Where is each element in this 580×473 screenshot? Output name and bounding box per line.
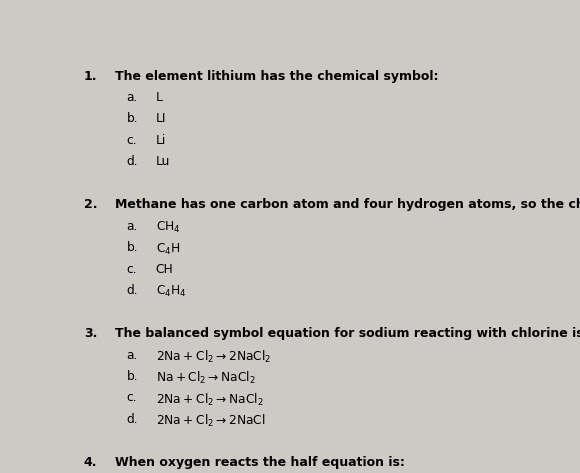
Text: 2.: 2. bbox=[84, 199, 97, 211]
Text: $\mathregular{C_4H}$: $\mathregular{C_4H}$ bbox=[155, 241, 180, 256]
Text: L: L bbox=[155, 91, 162, 105]
Text: b.: b. bbox=[126, 113, 138, 125]
Text: d.: d. bbox=[126, 155, 138, 168]
Text: 4.: 4. bbox=[84, 456, 97, 469]
Text: $\mathregular{2Na + Cl_2 \rightarrow 2NaCl}$: $\mathregular{2Na + Cl_2 \rightarrow 2Na… bbox=[155, 412, 266, 429]
Text: a.: a. bbox=[126, 220, 138, 233]
Text: c.: c. bbox=[126, 133, 137, 147]
Text: c.: c. bbox=[126, 392, 137, 404]
Text: The element lithium has the chemical symbol:: The element lithium has the chemical sym… bbox=[115, 70, 438, 82]
Text: $\mathregular{Na + Cl_2 \rightarrow NaCl_2}$: $\mathregular{Na + Cl_2 \rightarrow NaCl… bbox=[155, 370, 256, 386]
Text: CH: CH bbox=[155, 263, 173, 276]
Text: When oxygen reacts the half equation is:: When oxygen reacts the half equation is: bbox=[115, 456, 405, 469]
Text: $\mathregular{2Na + Cl_2 \rightarrow NaCl_2}$: $\mathregular{2Na + Cl_2 \rightarrow NaC… bbox=[155, 392, 263, 408]
Text: a.: a. bbox=[126, 349, 138, 362]
Text: Lu: Lu bbox=[155, 155, 170, 168]
Text: Li: Li bbox=[155, 133, 166, 147]
Text: a.: a. bbox=[126, 91, 138, 105]
Text: d.: d. bbox=[126, 284, 138, 297]
Text: The balanced symbol equation for sodium reacting with chlorine is:: The balanced symbol equation for sodium … bbox=[115, 327, 580, 341]
Text: $\mathregular{CH_4}$: $\mathregular{CH_4}$ bbox=[155, 220, 180, 236]
Text: Methane has one carbon atom and four hydrogen atoms, so the chemical formula is:: Methane has one carbon atom and four hyd… bbox=[115, 199, 580, 211]
Text: $\mathregular{C_4H_4}$: $\mathregular{C_4H_4}$ bbox=[155, 284, 186, 299]
Text: $\mathregular{2Na + Cl_2 \rightarrow 2NaCl_2}$: $\mathregular{2Na + Cl_2 \rightarrow 2Na… bbox=[155, 349, 271, 365]
Text: b.: b. bbox=[126, 370, 138, 383]
Text: 1.: 1. bbox=[84, 70, 97, 82]
Text: b.: b. bbox=[126, 241, 138, 254]
Text: c.: c. bbox=[126, 263, 137, 276]
Text: d.: d. bbox=[126, 412, 138, 426]
Text: 3.: 3. bbox=[84, 327, 97, 341]
Text: LI: LI bbox=[155, 113, 166, 125]
